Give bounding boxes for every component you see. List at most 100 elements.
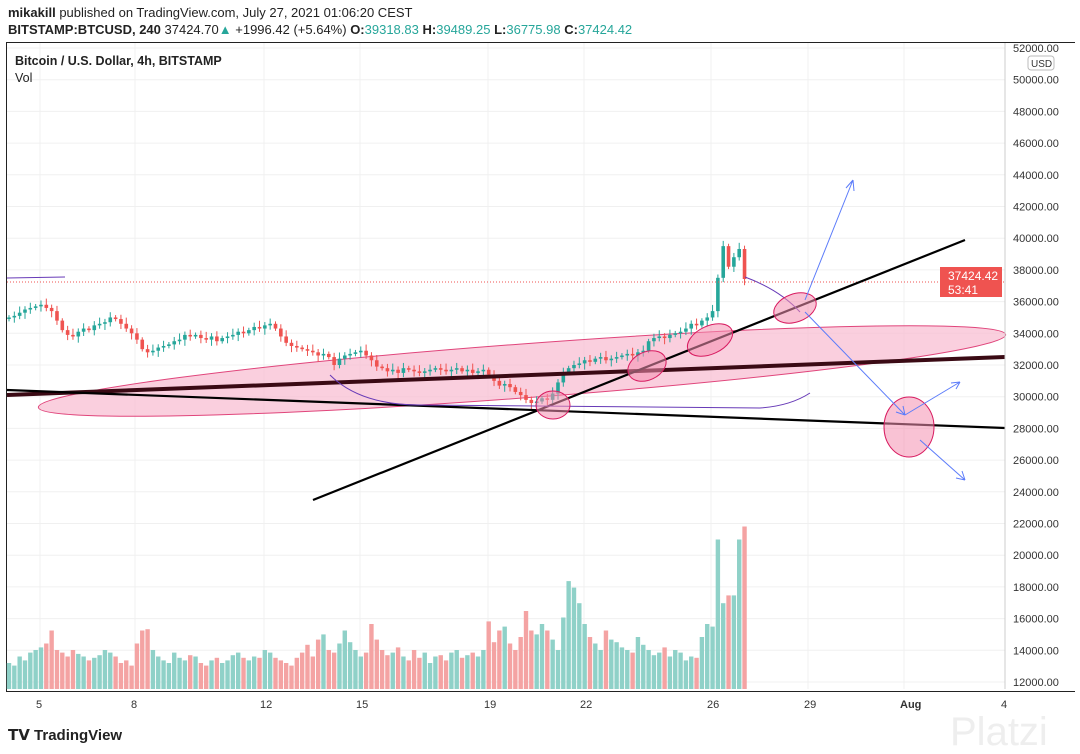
volume-bar [699, 637, 705, 689]
candle [641, 350, 646, 353]
candle [625, 353, 630, 356]
candle [609, 358, 614, 361]
candle [412, 369, 416, 372]
candle [295, 345, 299, 348]
candle [124, 323, 129, 329]
candle [204, 338, 209, 340]
y-tick-label: 50000.00 [1013, 75, 1059, 87]
y-tick-label: 38000.00 [1013, 265, 1059, 277]
trendline-thick[interactable] [6, 355, 1006, 397]
candle [60, 320, 65, 331]
candle [524, 395, 528, 400]
volume-bar [475, 656, 481, 689]
legend-vol: Vol [15, 71, 33, 85]
volume-bar [486, 621, 491, 689]
publish-info: mikakill published on TradingView.com, J… [8, 5, 412, 20]
volume-bar [209, 660, 214, 689]
candle [183, 334, 187, 340]
band-ellipse[interactable] [36, 308, 1007, 435]
candle [23, 309, 27, 313]
volume-bar [113, 656, 118, 689]
volume-bar [577, 603, 582, 689]
candle [33, 306, 38, 308]
volume-bar [566, 581, 571, 689]
candle [12, 315, 17, 318]
volume-bar [150, 650, 156, 689]
candle [103, 322, 107, 324]
y-tick-label: 48000.00 [1013, 106, 1059, 118]
open-label: O: [350, 22, 365, 37]
volume-bar [651, 655, 657, 689]
open-value: 39318.83 [364, 22, 419, 37]
volume-bar [710, 626, 715, 689]
trendline-descending[interactable] [6, 388, 1006, 430]
currency-label: USD [1031, 59, 1052, 70]
volume-bar [81, 656, 86, 689]
candle [119, 319, 123, 324]
candle [87, 328, 91, 331]
candle [470, 369, 475, 373]
candle [668, 334, 672, 339]
volume-bar [449, 652, 454, 689]
candle [97, 323, 102, 326]
candle [460, 368, 464, 372]
candle [673, 333, 678, 335]
candle [646, 341, 651, 351]
candle [444, 369, 448, 372]
candle [694, 323, 699, 326]
close-value: 37424.42 [577, 22, 633, 37]
volume-bar [561, 617, 566, 689]
drawings [36, 308, 1007, 435]
volume-bar [721, 603, 726, 689]
candle [177, 339, 182, 342]
volume-bar [731, 595, 737, 689]
candle [454, 368, 459, 370]
volume-bar [539, 624, 545, 689]
candle [71, 334, 75, 337]
y-tick-label: 26000.00 [1013, 455, 1059, 467]
volume-bar [262, 650, 268, 689]
volume-bar [17, 656, 22, 689]
candle [167, 344, 171, 346]
volume-bar [438, 655, 443, 689]
candle [561, 372, 566, 383]
candle [188, 334, 193, 337]
y-tick-label: 52000.00 [1013, 43, 1059, 55]
volume-bar [193, 656, 198, 689]
candle [353, 352, 358, 354]
volume-bar [326, 650, 331, 689]
candle [577, 363, 582, 365]
volume-bar [630, 652, 635, 689]
candle [657, 336, 662, 339]
candle [508, 384, 512, 388]
candle [140, 339, 145, 350]
candle [241, 331, 246, 334]
candle [55, 311, 59, 321]
volume-bar [401, 656, 406, 689]
volume-bar [726, 595, 731, 689]
candle [7, 317, 11, 320]
volume-bar [625, 650, 630, 689]
candle [263, 325, 267, 329]
volume-bar [102, 650, 108, 689]
volume-bar [742, 526, 747, 689]
candle [572, 365, 576, 369]
volume-bar [166, 663, 172, 689]
author[interactable]: mikakill [8, 5, 56, 20]
candle [305, 349, 310, 351]
volume-bar [310, 656, 316, 689]
volume-bar [497, 630, 502, 689]
candle [321, 353, 326, 356]
volume-bar [662, 647, 667, 689]
volume-bar [470, 652, 475, 689]
highlight-ellipse [627, 350, 667, 382]
volume-bar [76, 653, 81, 689]
candle [385, 368, 390, 372]
candle [364, 350, 368, 356]
volume-bar [129, 665, 134, 689]
tradingview-logo[interactable]: 𝗧𝗩 TradingView [8, 726, 122, 744]
candle [284, 336, 288, 343]
volume-bar [598, 650, 603, 689]
volume-bar [22, 660, 28, 689]
